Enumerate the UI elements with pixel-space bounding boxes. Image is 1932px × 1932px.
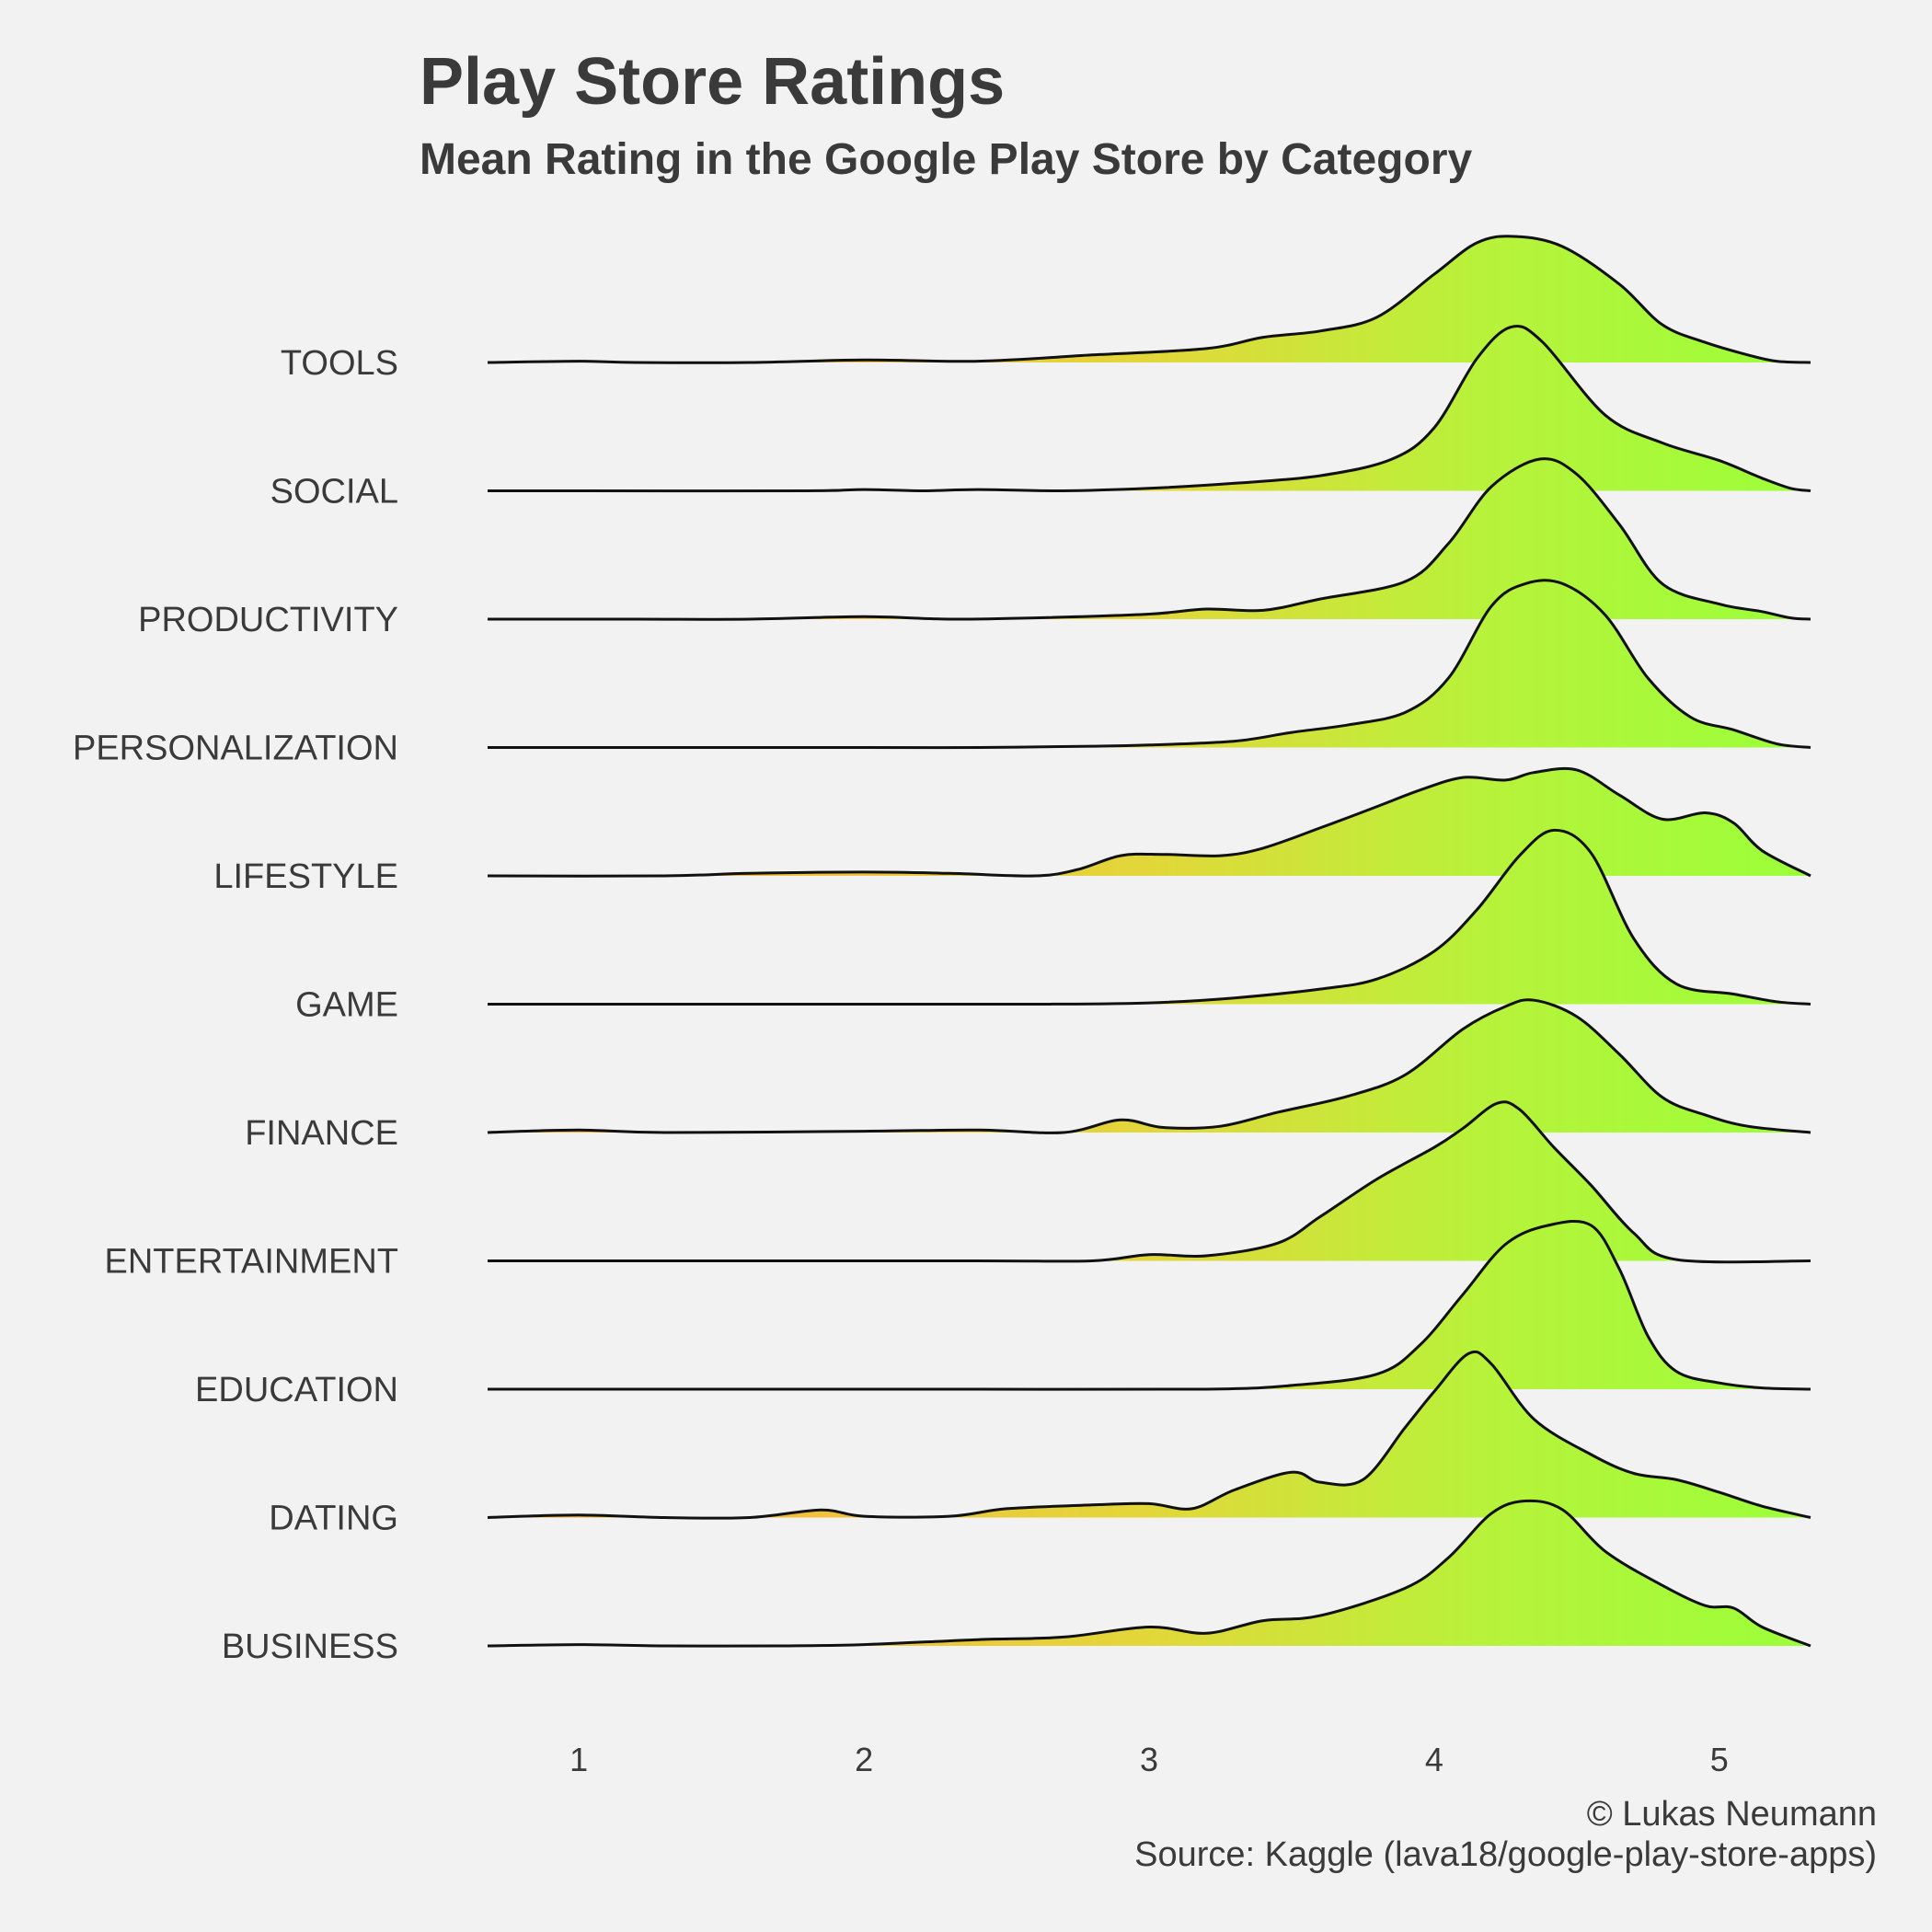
ridge-area-education [488,1221,1811,1390]
ridge-line-business [487,1499,1811,1648]
category-label-business: BUSINESS [222,1627,398,1666]
ridge-area-tools [488,236,1811,363]
ridge-line-education [488,1219,1811,1391]
ridge-area-personalization [488,580,1811,748]
ridge-area-lifestyle [488,768,1811,877]
category-label-entertainment: ENTERTAINMENT [105,1243,399,1282]
ridges-group [487,235,1811,1648]
ridge-line-finance [487,998,1811,1134]
chart-caption: © Lukas Neumann Source: Kaggle (lava18/g… [1134,1794,1877,1875]
category-label-education: EDUCATION [195,1371,398,1409]
category-label-tools: TOOLS [281,344,398,383]
x-tick-label-4: 4 [1425,1741,1443,1778]
category-labels: TOOLS SOCIAL PRODUCTIVITY PERSONALIZATION LI… [73,344,398,1666]
ridge-area-entertainment [488,1101,1811,1262]
ridge-area-productivity [488,458,1811,620]
x-tick-label-1: 1 [569,1741,588,1778]
ridge-area-business [488,1501,1811,1647]
caption-credit: © Lukas Neumann [1586,1795,1877,1834]
x-tick-label-5: 5 [1710,1741,1729,1778]
caption-source: Source: Kaggle (lava18/google-play-store… [1134,1835,1877,1874]
category-label-social: SOCIAL [270,473,398,512]
category-label-dating: DATING [269,1500,398,1538]
category-label-productivity: PRODUCTIVITY [138,601,398,639]
category-label-game: GAME [295,986,398,1025]
chart-subtitle: Mean Rating in the Google Play Store by … [420,135,1473,184]
ridge-line-tools [487,235,1811,364]
x-axis-ticks: 1 2 3 4 5 [569,1741,1729,1778]
ridge-line-entertainment [487,1100,1811,1264]
category-label-finance: FINANCE [245,1114,398,1153]
chart-title: Play Store Ratings [420,45,1006,119]
ridge-line-game [488,828,1811,1006]
ridge-area-social [488,326,1811,491]
ridge-line-personalization [488,579,1811,750]
ridge-line-lifestyle [487,766,1811,878]
x-tick-label-3: 3 [1140,1741,1158,1778]
ridge-area-game [488,830,1811,1005]
ridge-area-finance [488,999,1811,1133]
ridge-line-productivity [488,457,1811,621]
ridge-line-social [487,324,1811,493]
ridge-area-dating [488,1351,1811,1519]
category-label-lifestyle: LIFESTYLE [213,857,398,896]
ridge-line-dating [487,1350,1811,1520]
x-tick-label-2: 2 [855,1741,873,1778]
category-label-personalization: PERSONALIZATION [73,730,398,768]
